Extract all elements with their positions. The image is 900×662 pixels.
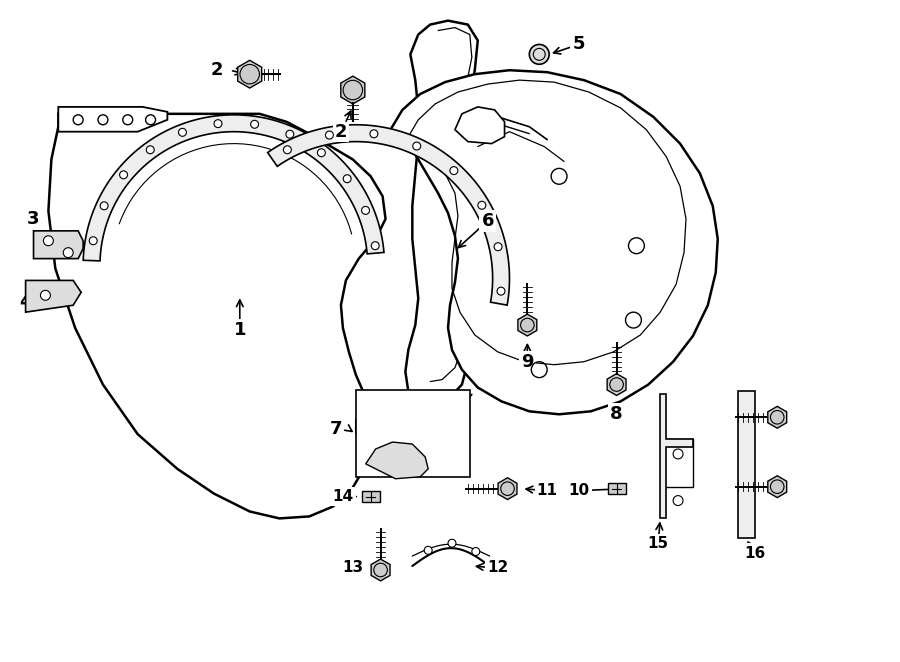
- Circle shape: [362, 207, 370, 214]
- Circle shape: [673, 449, 683, 459]
- Circle shape: [448, 540, 456, 547]
- Polygon shape: [371, 559, 390, 581]
- Text: 10: 10: [568, 483, 590, 498]
- Circle shape: [497, 287, 505, 295]
- Polygon shape: [768, 406, 787, 428]
- Text: 16: 16: [745, 545, 766, 561]
- Bar: [356, 389, 470, 477]
- Polygon shape: [267, 124, 509, 305]
- Text: 8: 8: [610, 405, 623, 423]
- Circle shape: [73, 115, 83, 124]
- Circle shape: [284, 146, 292, 154]
- Text: 5: 5: [572, 36, 585, 54]
- Polygon shape: [518, 314, 536, 336]
- Circle shape: [424, 546, 432, 554]
- Circle shape: [673, 496, 683, 506]
- Circle shape: [250, 120, 258, 128]
- Polygon shape: [356, 419, 391, 449]
- Circle shape: [146, 115, 156, 124]
- Bar: [738, 391, 755, 538]
- Circle shape: [286, 130, 293, 138]
- Bar: [608, 483, 625, 495]
- Circle shape: [370, 130, 378, 138]
- Polygon shape: [49, 114, 385, 518]
- Circle shape: [478, 201, 486, 209]
- Circle shape: [178, 128, 186, 136]
- Polygon shape: [498, 478, 517, 500]
- Circle shape: [413, 142, 420, 150]
- Text: 3: 3: [27, 210, 40, 228]
- Circle shape: [472, 547, 480, 555]
- Circle shape: [450, 167, 458, 175]
- Circle shape: [120, 171, 128, 179]
- Polygon shape: [391, 70, 717, 414]
- Polygon shape: [58, 107, 167, 132]
- Circle shape: [147, 146, 154, 154]
- Polygon shape: [405, 21, 478, 407]
- Text: 13: 13: [342, 561, 364, 575]
- Circle shape: [43, 236, 53, 246]
- Circle shape: [89, 237, 97, 245]
- Circle shape: [326, 131, 333, 139]
- Text: 7: 7: [329, 420, 342, 438]
- Bar: [362, 491, 380, 502]
- Polygon shape: [341, 76, 365, 104]
- Circle shape: [98, 115, 108, 124]
- Text: 2: 2: [211, 61, 223, 79]
- Polygon shape: [83, 115, 384, 261]
- Polygon shape: [661, 395, 693, 518]
- Polygon shape: [33, 231, 83, 259]
- Polygon shape: [455, 107, 505, 144]
- Circle shape: [494, 243, 502, 251]
- Polygon shape: [768, 476, 787, 498]
- Text: 2: 2: [335, 122, 347, 141]
- Circle shape: [372, 242, 379, 250]
- Polygon shape: [365, 442, 428, 479]
- Circle shape: [214, 120, 222, 128]
- Circle shape: [40, 291, 50, 301]
- Polygon shape: [25, 281, 81, 312]
- Circle shape: [529, 44, 549, 64]
- Text: 15: 15: [648, 536, 669, 551]
- Circle shape: [343, 175, 351, 183]
- Circle shape: [100, 202, 108, 210]
- Text: 11: 11: [536, 483, 558, 498]
- Text: 9: 9: [521, 353, 534, 371]
- Text: 4: 4: [19, 293, 32, 311]
- Circle shape: [318, 149, 325, 157]
- Polygon shape: [238, 60, 262, 88]
- Circle shape: [364, 429, 374, 439]
- Circle shape: [122, 115, 132, 124]
- Text: 1: 1: [233, 321, 246, 339]
- Circle shape: [63, 248, 73, 258]
- Text: 6: 6: [482, 212, 494, 230]
- Polygon shape: [608, 373, 626, 395]
- Text: 14: 14: [332, 489, 354, 504]
- Text: 12: 12: [487, 561, 508, 575]
- Circle shape: [419, 403, 431, 415]
